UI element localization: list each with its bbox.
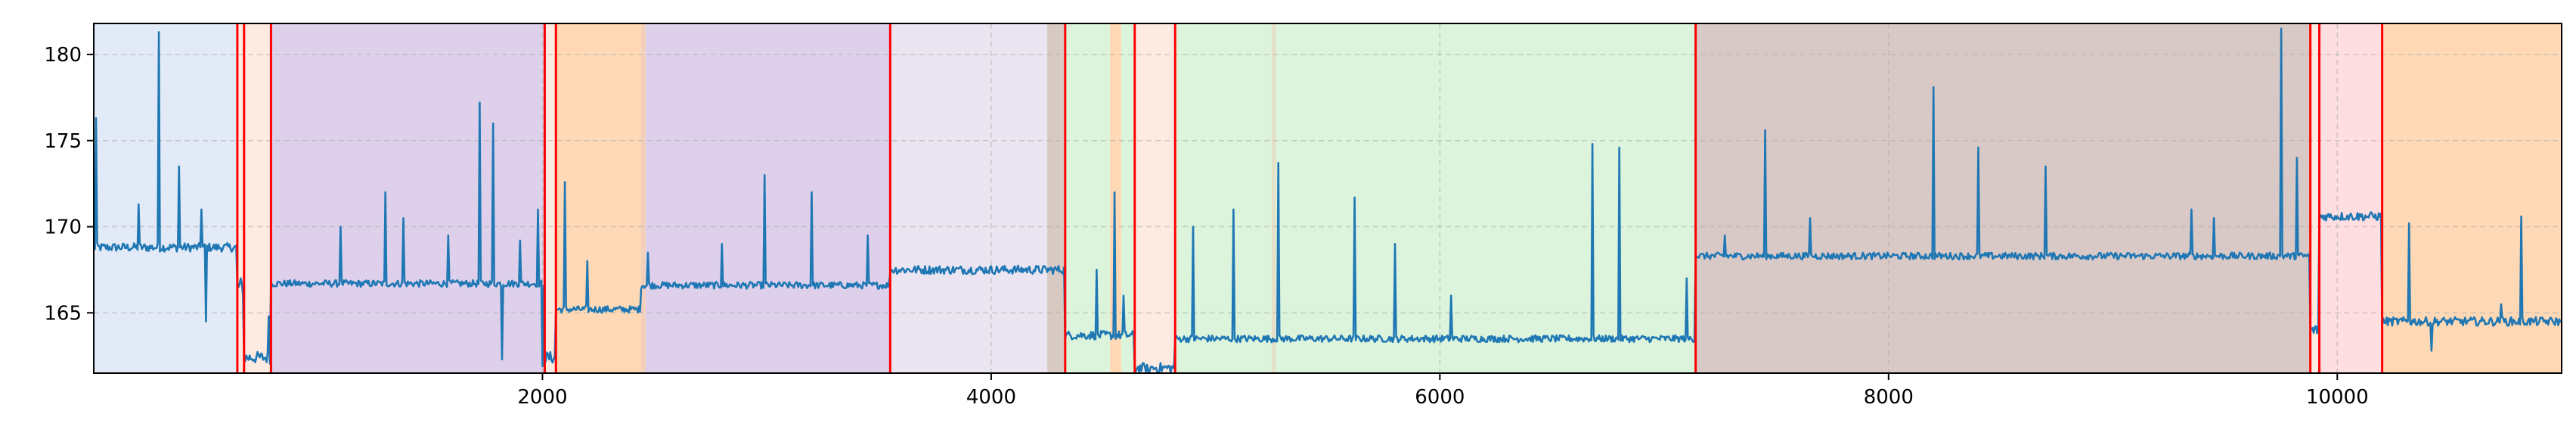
region-14: [1175, 23, 1272, 373]
plot-frame: [93, 23, 2562, 374]
y-tick-label-3: 180: [44, 44, 82, 67]
segment-regions: [94, 23, 2562, 373]
region-2: [243, 23, 271, 373]
grid-lines: [94, 23, 2562, 373]
series-line: [92, 27, 2562, 374]
region-1: [237, 23, 244, 373]
changepoint-lines: [236, 23, 2384, 373]
region-12: [1121, 23, 1135, 373]
region-10: [1065, 23, 1111, 373]
y-tick-label-1: 170: [44, 216, 82, 239]
y-axis: 165 170 175 180: [44, 44, 94, 325]
x-tick-label-1: 4000: [966, 386, 1016, 409]
region-3: [271, 23, 545, 373]
region-9: [1047, 23, 1065, 373]
region-6: [641, 23, 646, 373]
region-16: [1276, 23, 1696, 373]
region-19: [2319, 23, 2382, 373]
region-8: [890, 23, 1048, 373]
region-13: [1134, 23, 1176, 373]
x-tick-label-2: 6000: [1415, 386, 1465, 409]
x-tick-label-0: 2000: [517, 386, 567, 409]
region-20: [2382, 23, 2562, 373]
y-tick-label-2: 175: [44, 130, 82, 153]
region-15: [1271, 23, 1276, 373]
x-tick-label-4: 10000: [2306, 386, 2369, 409]
region-4: [544, 23, 556, 373]
y-tick-label-0: 165: [44, 302, 82, 325]
region-17: [1695, 23, 2311, 373]
x-tick-label-3: 8000: [1864, 386, 1914, 409]
region-5: [556, 23, 642, 373]
x-axis: 2000 4000 6000 8000 10000: [517, 373, 2369, 409]
region-7: [645, 23, 891, 373]
region-18: [2310, 23, 2320, 373]
region-0: [94, 23, 237, 373]
